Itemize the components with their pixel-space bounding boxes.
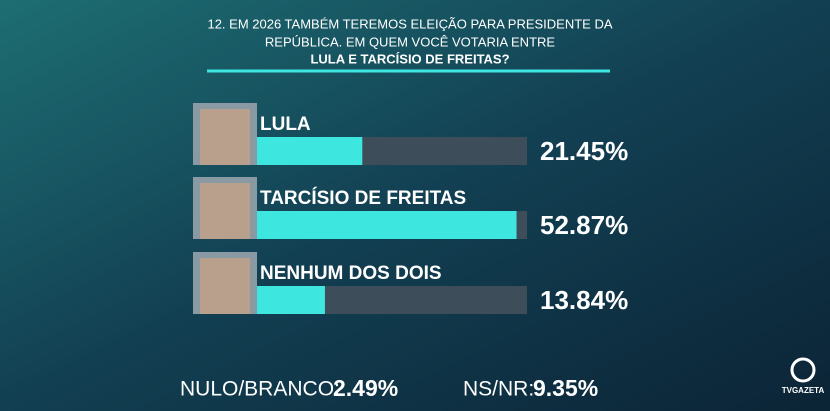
value-label: 21.45% [540, 136, 628, 166]
extra-value: 9.35% [533, 375, 598, 401]
bar [257, 286, 325, 314]
bar [257, 211, 517, 239]
bar [257, 137, 363, 165]
title-line: REPÚBLICA. EM QUEM VOCÊ VOTARIA ENTRE [265, 34, 555, 49]
photo-inner [200, 109, 250, 165]
photo-inner [200, 183, 250, 239]
extra-label: NS/NR: [463, 378, 534, 401]
category-label: TARCÍSIO DE FREITAS [260, 187, 466, 209]
extra-value: 2.49% [333, 375, 398, 401]
logo-text: TVGAZETA [782, 386, 825, 395]
category-label: LULA [260, 114, 311, 135]
value-label: 52.87% [540, 210, 628, 240]
extra-label: NULO/BRANCO: [180, 378, 340, 401]
category-label: NENHUM DOS DOIS [260, 263, 442, 284]
value-label: 13.84% [540, 285, 628, 315]
logo-icon [790, 357, 816, 383]
title-line: 12. EM 2026 TAMBÉM TEREMOS ELEIÇÃO PARA … [207, 16, 612, 31]
photo-inner [200, 258, 250, 314]
title-line: LULA E TARCÍSIO DE FREITAS? [310, 51, 509, 66]
